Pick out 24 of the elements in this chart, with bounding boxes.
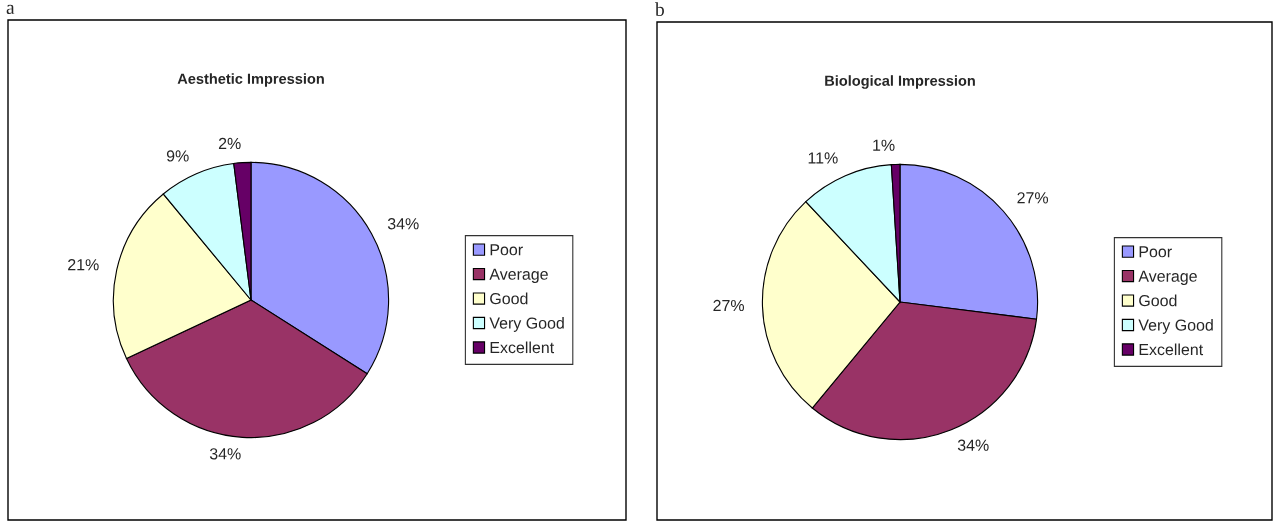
legend-label: Very Good (489, 317, 564, 332)
data-label: 27% (1017, 192, 1049, 204)
data-label: 34% (957, 439, 989, 451)
legend-label: Excellent (490, 341, 555, 354)
data-label: 9% (166, 150, 189, 162)
data-label: 34% (387, 218, 419, 230)
legend-label: Very Good (1138, 319, 1213, 334)
chart-title: Aesthetic Impression (177, 73, 324, 87)
legend-label: Average (1138, 270, 1197, 285)
text: b (655, 2, 664, 17)
data-label: 34% (209, 448, 241, 460)
data-label: 21% (68, 259, 99, 271)
text: a (6, 4, 15, 15)
data-label: 11% (808, 152, 838, 164)
data-label: 2% (218, 137, 241, 150)
legend-label: Average (489, 268, 548, 283)
legend-label: Poor (1139, 246, 1172, 258)
legend-label: Good (490, 292, 528, 305)
data-label: 27% (713, 299, 745, 312)
data-label: 1% (873, 139, 895, 151)
legend-label: Good (1139, 294, 1177, 307)
chart-title: Biological Impression (825, 75, 975, 89)
legend-label: Excellent (1139, 343, 1204, 356)
legend-label: Poor (490, 244, 523, 256)
